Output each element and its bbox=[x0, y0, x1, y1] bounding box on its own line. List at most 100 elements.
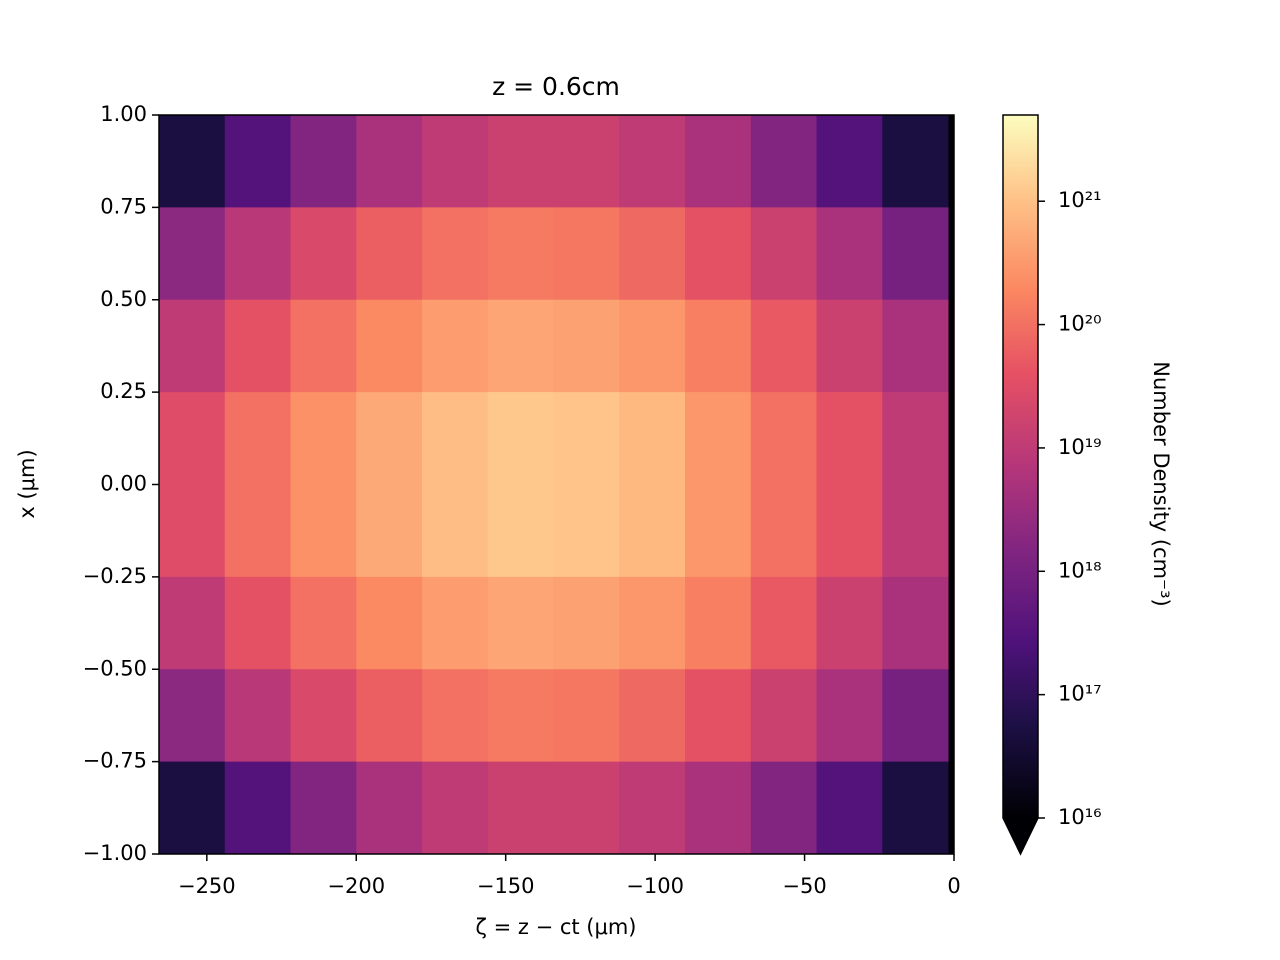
heatmap bbox=[159, 115, 949, 854]
heatmap-cell bbox=[619, 115, 686, 208]
heatmap-cell bbox=[290, 669, 357, 763]
heatmap-cell bbox=[685, 761, 752, 854]
y-tick-label: −0.75 bbox=[83, 749, 147, 773]
heatmap-cell bbox=[224, 392, 292, 485]
heatmap-cell bbox=[882, 576, 949, 670]
heatmap-cell bbox=[685, 576, 752, 670]
colorbar-tick-label: 10¹⁷ bbox=[1058, 682, 1102, 706]
heatmap-cell bbox=[553, 484, 620, 578]
heatmap-cell bbox=[224, 207, 292, 301]
heatmap-cell bbox=[619, 576, 686, 670]
heatmap-cell bbox=[224, 484, 292, 578]
heatmap-cell bbox=[422, 207, 489, 301]
colorbar-tick-label: 10¹⁸ bbox=[1058, 558, 1102, 582]
heatmap-cell bbox=[159, 484, 226, 578]
heatmap-cell bbox=[816, 299, 883, 393]
heatmap-cell bbox=[422, 484, 489, 578]
heatmap-cell bbox=[159, 576, 226, 670]
heatmap-cell bbox=[553, 115, 620, 208]
heatmap-cell bbox=[356, 669, 423, 763]
y-tick-label: 0.00 bbox=[100, 472, 147, 496]
heatmap-cell bbox=[159, 115, 226, 208]
heatmap-cell bbox=[224, 576, 292, 670]
heatmap-cell bbox=[750, 299, 818, 393]
colorbar-tick-label: 10¹⁶ bbox=[1058, 805, 1102, 829]
heatmap-cell bbox=[290, 761, 357, 854]
heatmap-cell bbox=[882, 484, 949, 578]
colorbar-tick-label: 10²¹ bbox=[1058, 188, 1102, 212]
heatmap-cell bbox=[750, 669, 818, 763]
heatmap-cell bbox=[356, 484, 423, 578]
y-tick-label: 0.75 bbox=[100, 194, 147, 218]
heatmap-cell bbox=[159, 299, 226, 393]
heatmap-cell bbox=[619, 299, 686, 393]
heatmap-cell bbox=[750, 392, 818, 485]
heatmap-cell bbox=[422, 576, 489, 670]
heatmap-cell bbox=[816, 392, 883, 485]
heatmap-cell bbox=[553, 761, 620, 854]
x-tick-label: −250 bbox=[178, 874, 236, 898]
heatmap-cell bbox=[816, 484, 883, 578]
heatmap-cell bbox=[487, 299, 555, 393]
heatmap-cell bbox=[290, 576, 357, 670]
heatmap-cell bbox=[356, 115, 423, 208]
colorbar-extension bbox=[1003, 818, 1038, 854]
heatmap-cell bbox=[553, 207, 620, 301]
chart-title: z = 0.6cm bbox=[492, 72, 620, 101]
heatmap-cell bbox=[685, 484, 752, 578]
heatmap-cell bbox=[159, 761, 226, 854]
y-tick-label: −0.50 bbox=[83, 656, 147, 680]
heatmap-cell bbox=[619, 392, 686, 485]
colorbar-tick-label: 10¹⁹ bbox=[1058, 435, 1102, 459]
y-tick-label: 0.25 bbox=[100, 379, 147, 403]
heatmap-cell bbox=[224, 299, 292, 393]
heatmap-cell bbox=[290, 207, 357, 301]
y-tick-label: −0.25 bbox=[83, 564, 147, 588]
heatmap-cell bbox=[224, 761, 292, 854]
heatmap-cell bbox=[816, 207, 883, 301]
heatmap-cell bbox=[356, 299, 423, 393]
heatmap-cell bbox=[816, 576, 883, 670]
heatmap-cell bbox=[290, 484, 357, 578]
heatmap-cell bbox=[685, 299, 752, 393]
heatmap-cell bbox=[553, 299, 620, 393]
heatmap-cell bbox=[882, 299, 949, 393]
heatmap-cell bbox=[816, 761, 883, 854]
heatmap-cell bbox=[290, 115, 357, 208]
y-tick-label: 1.00 bbox=[100, 102, 147, 126]
x-axis-label: ζ = z − ct (μm) bbox=[476, 915, 637, 939]
x-tick-label: −200 bbox=[327, 874, 385, 898]
colorbar bbox=[1003, 115, 1038, 818]
heatmap-cell bbox=[159, 392, 226, 485]
heatmap-cell bbox=[685, 207, 752, 301]
heatmap-cell bbox=[882, 669, 949, 763]
heatmap-cell bbox=[290, 392, 357, 485]
heatmap-cell bbox=[553, 576, 620, 670]
colorbar-label: Number Density (cm⁻³) bbox=[1149, 361, 1173, 606]
heatmap-cell bbox=[882, 392, 949, 485]
heatmap-cell bbox=[619, 484, 686, 578]
heatmap-cell bbox=[159, 669, 226, 763]
heatmap-cell bbox=[487, 392, 555, 485]
heatmap-cell bbox=[356, 207, 423, 301]
heatmap-cell bbox=[882, 207, 949, 301]
x-tick-label: −100 bbox=[626, 874, 684, 898]
heatmap-cell bbox=[882, 115, 949, 208]
heatmap-cell bbox=[685, 115, 752, 208]
heatmap-cell bbox=[487, 576, 555, 670]
heatmap-cell bbox=[487, 115, 555, 208]
heatmap-cell bbox=[224, 669, 292, 763]
heatmap-cell bbox=[553, 392, 620, 485]
colorbar-frame bbox=[1002, 114, 1039, 856]
heatmap-cell bbox=[685, 392, 752, 485]
heatmap-cell bbox=[422, 392, 489, 485]
heatmap-cell bbox=[750, 207, 818, 301]
heatmap-cell bbox=[224, 115, 292, 208]
heatmap-cell bbox=[422, 761, 489, 854]
heatmap-cell bbox=[422, 669, 489, 763]
heatmap-cell bbox=[487, 669, 555, 763]
heatmap-cell bbox=[422, 115, 489, 208]
y-tick-label: 0.50 bbox=[100, 287, 147, 311]
x-tick-label: −50 bbox=[782, 874, 826, 898]
